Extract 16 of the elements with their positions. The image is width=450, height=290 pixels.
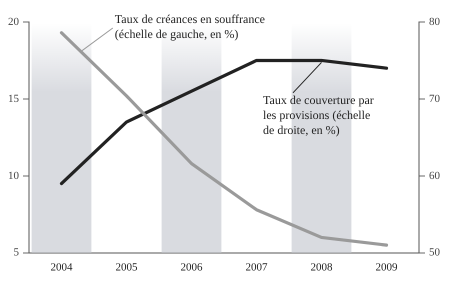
text: Taux de couverture par les provisions (échelle de droite, en %) [263, 92, 374, 137]
y2-tick-label: 50 [429, 246, 440, 259]
x-tick-label: 2006 [180, 261, 203, 274]
y-tick-label: 20 [8, 16, 20, 28]
y2-tick-label: 80 [429, 16, 440, 28]
x-tick-label: 2005 [116, 261, 138, 274]
y-tick-label: 10 [8, 170, 20, 182]
y2-tick-label: 70 [429, 92, 440, 105]
x-tick-label: 2007 [246, 261, 268, 274]
y-tick-label: 5 [14, 246, 20, 259]
text: Taux de créances en souffrance (échelle de gauche, en %) [114, 12, 265, 42]
x-tick-label: 2004 [50, 261, 73, 274]
y2-tick-label: 60 [429, 170, 440, 182]
x-tick-label: 2009 [376, 261, 398, 274]
x-tick-label: 2008 [310, 261, 333, 274]
y-tick-label: 15 [8, 92, 20, 105]
